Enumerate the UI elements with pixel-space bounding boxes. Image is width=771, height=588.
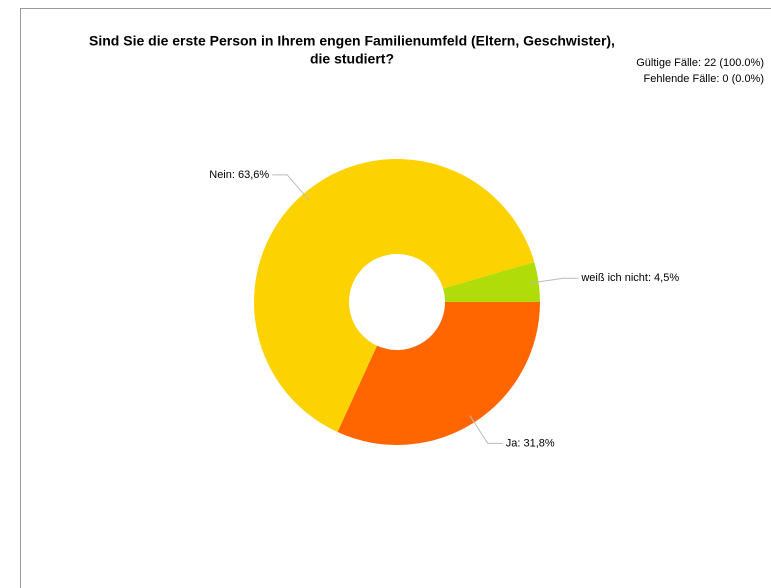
donut-slice xyxy=(443,262,540,302)
frame xyxy=(20,8,771,588)
annotation: Gültige Fälle: 22 (100.0%) xyxy=(636,57,764,69)
chart-title: Sind Sie die erste Person in Ihrem engen… xyxy=(89,33,615,49)
leader-line xyxy=(530,277,579,284)
annotation: Fehlende Fälle: 0 (0.0%) xyxy=(644,73,764,85)
leader-line xyxy=(272,174,310,201)
donut-slice xyxy=(337,302,540,445)
data-label: Ja: 31,8% xyxy=(506,437,555,449)
leader-line xyxy=(469,415,503,444)
data-label: weiß ich nicht: 4,5% xyxy=(580,272,679,284)
chart-title: die studiert? xyxy=(310,51,394,67)
data-label: Nein: 63,6% xyxy=(209,169,269,181)
donut-slice xyxy=(253,158,535,433)
